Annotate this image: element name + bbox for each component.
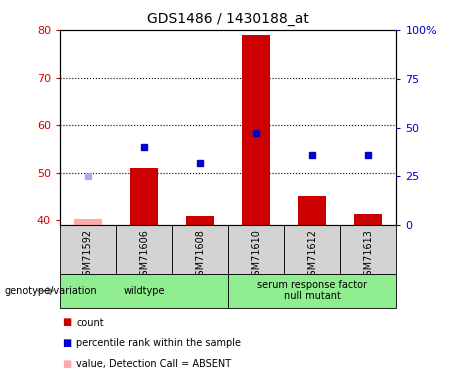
Text: value, Detection Call = ABSENT: value, Detection Call = ABSENT <box>76 359 231 369</box>
Text: ■: ■ <box>62 318 71 327</box>
Bar <box>172 225 228 274</box>
Bar <box>116 225 172 274</box>
Text: percentile rank within the sample: percentile rank within the sample <box>76 338 241 348</box>
Bar <box>284 225 340 274</box>
Bar <box>228 274 396 308</box>
Text: GSM71612: GSM71612 <box>307 229 317 282</box>
Text: GSM71608: GSM71608 <box>195 229 205 282</box>
Text: serum response factor
null mutant: serum response factor null mutant <box>257 280 367 302</box>
Bar <box>60 225 116 274</box>
Bar <box>355 214 383 225</box>
Text: GSM71610: GSM71610 <box>251 229 261 282</box>
Bar <box>298 196 326 225</box>
Text: GSM71606: GSM71606 <box>139 229 149 282</box>
Bar <box>60 274 228 308</box>
Text: ■: ■ <box>62 338 71 348</box>
Text: GSM71613: GSM71613 <box>363 229 373 282</box>
Text: genotype/variation: genotype/variation <box>5 286 97 296</box>
Text: count: count <box>76 318 104 327</box>
Bar <box>340 225 396 274</box>
Bar <box>130 168 158 225</box>
Title: GDS1486 / 1430188_at: GDS1486 / 1430188_at <box>147 12 309 26</box>
Text: GSM71592: GSM71592 <box>83 229 93 282</box>
Text: ■: ■ <box>62 359 71 369</box>
Text: wildtype: wildtype <box>123 286 165 296</box>
Bar <box>186 216 214 225</box>
Bar <box>228 225 284 274</box>
Bar <box>242 35 270 225</box>
Bar <box>74 219 102 225</box>
